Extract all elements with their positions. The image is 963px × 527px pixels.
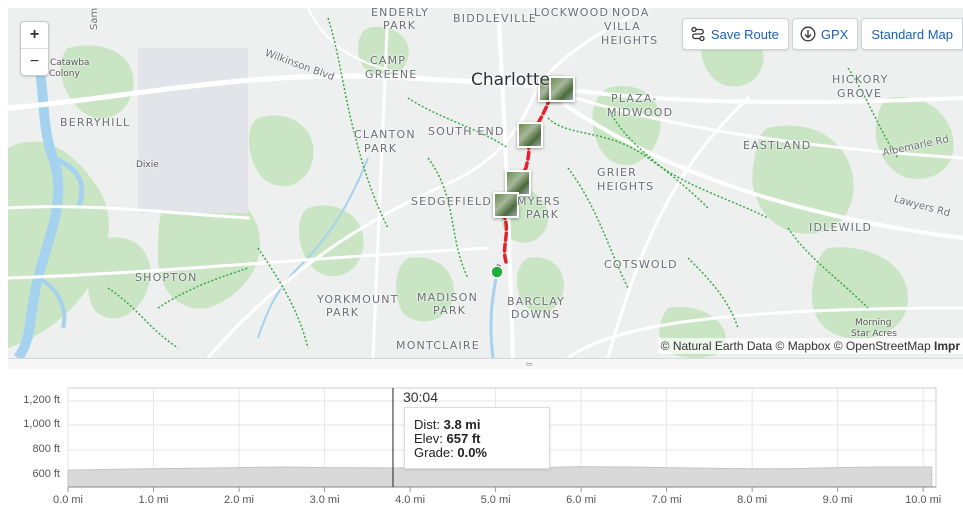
map-attribution: © Natural Earth Data © Mapbox © OpenStre… (657, 338, 963, 354)
place-label: HICKORY (832, 73, 889, 86)
place-label: PARK (383, 19, 417, 32)
x-tick-label: 4.0 mi (395, 494, 426, 506)
place-label: VILLA (604, 20, 641, 33)
gpx-download-button[interactable]: GPX (791, 18, 859, 50)
elevation-chart[interactable] (0, 368, 963, 527)
zoom-control: + − (20, 21, 49, 76)
place-label: COTSWOLD (604, 258, 678, 271)
place-label: PARK (526, 208, 560, 221)
x-tick-label: 10.0 mi (905, 494, 942, 506)
x-tick-label: 0.0 mi (53, 494, 83, 506)
imprint-link[interactable]: Impr (933, 339, 960, 353)
resize-handle-icon[interactable]: ═ (526, 359, 533, 369)
place-label: MONTCLAIRE (396, 339, 480, 352)
tooltip-grade: Grade: 0.0% (414, 445, 487, 460)
place-label: MADISON (417, 291, 478, 304)
place-label: CAMP (370, 54, 407, 67)
map-canvas[interactable]: ENDERLY PARK BIDDLEVILLE LOCKWOOD NODA VILLA H… (8, 8, 963, 358)
gpx-label: GPX (820, 26, 849, 42)
y-tick-label: 1,000 ft (23, 418, 60, 430)
place-label: MIDWOOD (607, 106, 674, 119)
route-start-marker[interactable] (490, 265, 504, 279)
place-label: BIDDLEVILLE (453, 12, 537, 25)
zoom-in-button[interactable]: + (21, 22, 48, 49)
place-label: BARCLAY (507, 295, 566, 308)
panel-resize-divider[interactable]: ═ (8, 358, 963, 369)
place-label: NODA (612, 8, 650, 19)
place-label: Star Acres (851, 329, 897, 339)
place-label: CLANTON (354, 128, 416, 141)
place-label: SHOPTON (135, 271, 198, 284)
place-label: BERRYHILL (60, 116, 131, 129)
x-tick-label: 7.0 mi (651, 494, 682, 506)
place-label: LOCKWOOD (534, 8, 610, 19)
y-tick-label: 800 ft (32, 443, 60, 455)
elevation-profile[interactable]: 1,200 ft 1,000 ft 800 ft 600 ft 0.0 mi 1.0 m… (0, 368, 963, 527)
place-label: PLAZA- (611, 92, 658, 105)
save-route-label: Save Route (710, 26, 779, 42)
y-tick-label: 1,200 ft (23, 394, 60, 406)
place-label: Catawba (50, 58, 90, 68)
place-label: Charlotte (471, 70, 550, 90)
route-photo-thumbnail[interactable] (517, 122, 543, 148)
elevation-tooltip: Dist: 3.8 mi Elev: 657 ft Grade: 0.0% (404, 407, 550, 469)
place-label: Colony (49, 69, 80, 79)
tooltip-elevation: Elev: 657 ft (414, 431, 481, 446)
place-label: Dixie (136, 160, 159, 170)
route-icon (691, 26, 705, 42)
map-basemap (8, 8, 963, 358)
x-tick-label: 8.0 mi (737, 494, 768, 506)
x-tick-label: 1.0 mi (138, 494, 169, 506)
roads (8, 8, 963, 358)
map-style-label: Standard Map (871, 26, 953, 42)
route-photo-thumbnail[interactable] (493, 192, 519, 218)
place-label: GREENE (365, 68, 418, 81)
place-label: PARK (433, 304, 467, 317)
place-label: PARK (364, 142, 398, 155)
place-label: YORKMOUNT (317, 293, 399, 306)
map-style-button[interactable]: Standard Map (861, 18, 963, 50)
place-label: MYERS (517, 195, 561, 208)
x-tick-label: 6.0 mi (566, 494, 597, 506)
place-label: HEIGHTS (601, 34, 659, 47)
place-label: GRIER (597, 166, 638, 179)
y-tick-label: 600 ft (32, 468, 60, 480)
place-label: GROVE (837, 87, 883, 100)
place-label: SOUTH END (428, 125, 505, 138)
place-label: Morning (855, 318, 892, 328)
route-photo-thumbnail[interactable] (549, 76, 575, 102)
place-label: HEIGHTS (597, 180, 655, 193)
place-label: IDLEWILD (809, 221, 873, 234)
place-label: DOWNS (511, 308, 561, 321)
save-route-button[interactable]: Save Route (681, 18, 789, 50)
map-toolbar: Save Route GPX Standard Map (679, 18, 963, 50)
place-label: ENDERLY (371, 8, 430, 19)
place-label: EASTLAND (743, 139, 812, 152)
elevation-area (67, 466, 933, 488)
route-photo-thumbnail[interactable] (505, 170, 531, 196)
x-tick-label: 5.0 mi (480, 494, 511, 506)
x-tick-label: 9.0 mi (822, 494, 853, 506)
x-tick-label: 2.0 mi (224, 494, 255, 506)
place-label: SEDGEFIELD (411, 195, 492, 208)
zoom-out-button[interactable]: − (29, 53, 40, 70)
road-label: Sam (89, 8, 100, 30)
airport-area (138, 48, 248, 213)
place-label: PARK (326, 306, 360, 319)
download-icon (800, 26, 816, 42)
x-tick-label: 3.0 mi (309, 494, 340, 506)
tooltip-distance: Dist: 3.8 mi (414, 417, 481, 432)
cursor-time-label: 30:04 (402, 389, 438, 405)
trails (107, 17, 899, 349)
